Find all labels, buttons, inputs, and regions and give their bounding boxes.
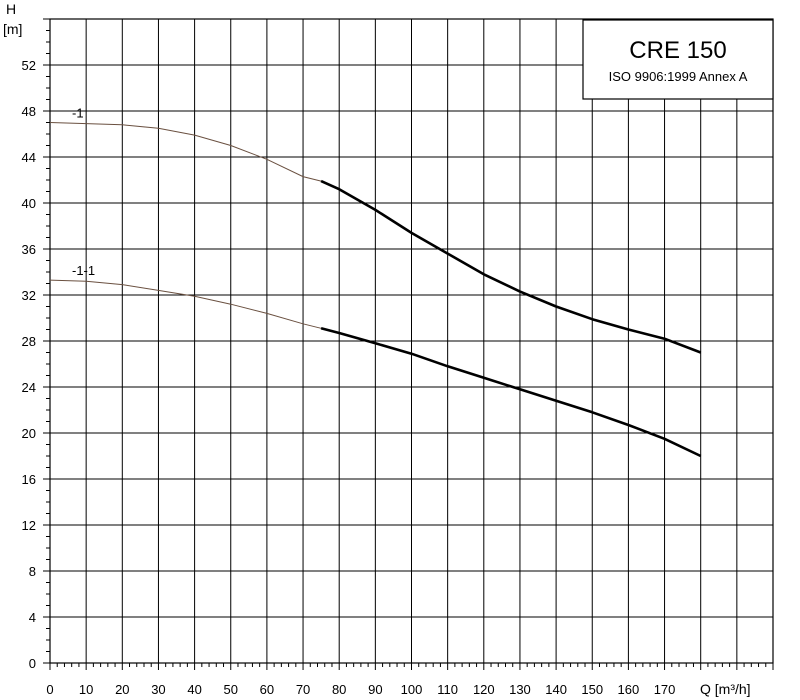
series-line-extrapolated: [49, 279, 322, 329]
x-tick-label: 110: [437, 682, 458, 697]
x-tick-label: 90: [368, 682, 382, 697]
grid: [50, 19, 773, 663]
legend-title: CRE 150: [629, 37, 726, 64]
plot-frame: [49, 18, 774, 664]
series-line: [320, 327, 702, 458]
y-tick-label: 52: [22, 58, 36, 73]
x-tick-label: 0: [46, 682, 53, 697]
series-line: [320, 179, 702, 354]
series-label: -1-1: [72, 263, 95, 278]
series-line-extrapolated: [49, 122, 322, 182]
y-tick-label: 28: [22, 334, 36, 349]
y-tick-label: 4: [29, 610, 36, 625]
series-label: -1: [72, 106, 84, 121]
legend-box: CRE 150 ISO 9906:1999 Annex A: [582, 19, 774, 100]
x-tick-label: 50: [224, 682, 238, 697]
y-tick-label: 44: [22, 150, 36, 165]
x-tick-label: 100: [401, 682, 423, 697]
x-axis-label: Q [m³/h]: [700, 681, 751, 697]
x-tick-label: 70: [296, 682, 310, 697]
y-tick-label: 12: [22, 518, 36, 533]
legend-subtitle: ISO 9906:1999 Annex A: [609, 69, 748, 84]
y-tick-label: 24: [22, 380, 36, 395]
minor-ticks: [43, 18, 774, 670]
y-axis-label-h: H: [6, 1, 16, 17]
x-tick-label: 30: [151, 682, 165, 697]
legend-frame: [582, 19, 774, 100]
x-tick-label: 80: [332, 682, 346, 697]
curves: [49, 122, 702, 458]
x-tick-labels: 0 10 20 30 40 50 60 70 80 90 100 110 120 130 140 150 160…: [46, 682, 675, 697]
x-tick-label: 60: [260, 682, 274, 697]
y-tick-label: 0: [29, 656, 36, 671]
y-tick-label: 48: [22, 104, 36, 119]
x-tick-label: 140: [545, 682, 567, 697]
x-tick-label: 40: [187, 682, 201, 697]
y-tick-label: 40: [22, 196, 36, 211]
x-tick-label: 170: [654, 682, 676, 697]
x-tick-label: 130: [509, 682, 531, 697]
y-tick-label: 16: [22, 472, 36, 487]
x-tick-label: 150: [581, 682, 603, 697]
x-tick-label: 20: [115, 682, 129, 697]
y-tick-label: 8: [29, 564, 36, 579]
x-tick-label: 10: [79, 682, 93, 697]
y-tick-label: 20: [22, 426, 36, 441]
curve-labels: -1-1-1: [72, 106, 95, 279]
x-tick-label: 160: [618, 682, 640, 697]
y-axis-label-unit: [m]: [3, 21, 22, 37]
x-tick-label: 120: [473, 682, 495, 697]
y-tick-label: 32: [22, 288, 36, 303]
y-tick-label: 36: [22, 242, 36, 257]
